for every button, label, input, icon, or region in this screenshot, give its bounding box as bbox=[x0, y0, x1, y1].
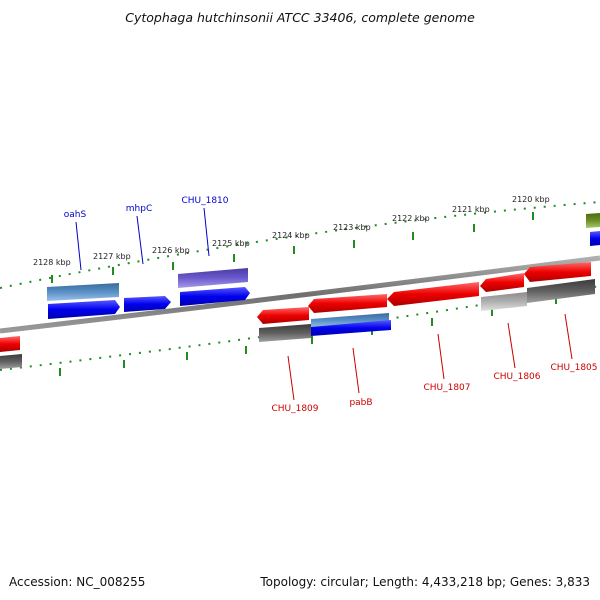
scale-label-2124: 2124 kbp bbox=[272, 231, 310, 240]
scale-label-2126: 2126 kbp bbox=[152, 246, 190, 255]
cog-feature-pabB-blue[interactable] bbox=[311, 320, 391, 336]
cog-feature-oahS[interactable] bbox=[47, 283, 119, 301]
leader-line-CHU_1809 bbox=[287, 355, 295, 401]
scale-label-2127: 2127 kbp bbox=[93, 252, 131, 261]
scale-label-2125: 2125 kbp bbox=[212, 239, 250, 248]
cds-forward-edge-right[interactable] bbox=[590, 231, 600, 246]
cog-feature-CHU_1809[interactable] bbox=[259, 324, 311, 342]
gene-label-CHU_1810[interactable]: CHU_1810 bbox=[181, 196, 228, 206]
genome-summary-text: Topology: circular; Length: 4,433,218 bp… bbox=[260, 575, 590, 589]
gene-label-CHU_1809[interactable]: CHU_1809 bbox=[271, 404, 318, 414]
gene-label-CHU_1807[interactable]: CHU_1807 bbox=[423, 383, 470, 393]
genome-backbone bbox=[0, 255, 600, 334]
cds-forward-mhpC[interactable] bbox=[124, 296, 171, 312]
cds-reverse-CHU_1805[interactable] bbox=[524, 262, 591, 282]
cds-forward-oahS[interactable] bbox=[48, 300, 120, 319]
accession-text: Accession: NC_008255 bbox=[9, 575, 146, 589]
cog-feature-CHU_1806[interactable] bbox=[481, 292, 527, 311]
gene-label-CHU_1806[interactable]: CHU_1806 bbox=[493, 372, 540, 382]
cds-forward-CHU_1810[interactable] bbox=[180, 287, 250, 306]
cog-feature-edge-right[interactable] bbox=[586, 213, 600, 228]
leader-line-pabB bbox=[352, 347, 360, 394]
gene-label-CHU_1805[interactable]: CHU_1805 bbox=[550, 363, 597, 373]
scale-label-2120: 2120 kbp bbox=[512, 195, 550, 204]
gene-label-pabB[interactable]: pabB bbox=[349, 398, 372, 408]
cds-reverse-CHU_1807[interactable] bbox=[387, 282, 479, 306]
map-title: Cytophaga hutchinsonii ATCC 33406, compl… bbox=[125, 10, 475, 25]
leader-line-CHU_1805 bbox=[564, 313, 573, 360]
scale-label-2123: 2123 kbp bbox=[333, 223, 371, 232]
cds-reverse-CHU_1806[interactable] bbox=[480, 273, 524, 292]
leader-line-mhpC bbox=[136, 215, 144, 265]
cds-reverse-pabB[interactable] bbox=[308, 294, 387, 313]
gene-label-oahS[interactable]: oahS bbox=[64, 210, 87, 220]
cog-feature-CHU_1805[interactable] bbox=[527, 279, 595, 303]
gene-label-mhpC[interactable]: mhpC bbox=[126, 204, 152, 214]
outer-major-ticks bbox=[51, 212, 534, 283]
scale-label-2122: 2122 kbp bbox=[392, 214, 430, 223]
leader-line-oahS bbox=[75, 221, 82, 271]
scale-label-2128: 2128 kbp bbox=[33, 258, 71, 267]
cog-feature-edge-left[interactable] bbox=[0, 354, 22, 369]
leader-line-CHU_1806 bbox=[507, 322, 516, 369]
cds-reverse-CHU_1809[interactable] bbox=[257, 307, 309, 324]
cog-feature-pabB-steel[interactable] bbox=[311, 313, 389, 328]
outer-scale-line bbox=[0, 201, 600, 289]
leader-line-CHU_1810 bbox=[203, 207, 210, 257]
leader-line-CHU_1807 bbox=[437, 333, 445, 380]
scale-label-2121: 2121 kbp bbox=[452, 205, 490, 214]
cds-reverse-edge-left[interactable] bbox=[0, 336, 20, 352]
cog-feature-CHU_1810[interactable] bbox=[178, 268, 248, 288]
